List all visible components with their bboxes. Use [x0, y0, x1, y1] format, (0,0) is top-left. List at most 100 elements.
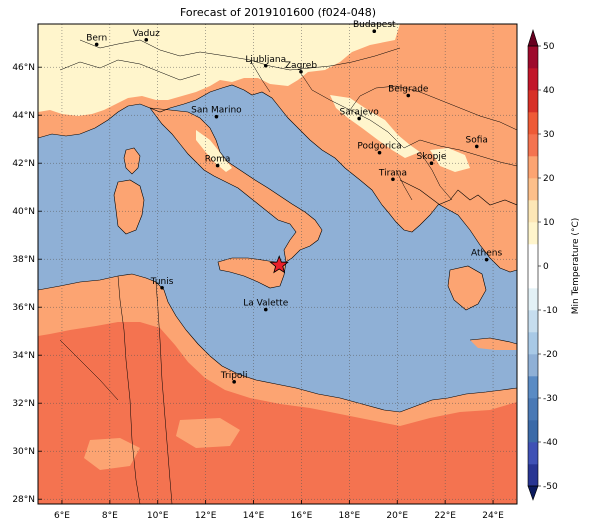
land-balkans-cool-2: [430, 148, 470, 172]
country-borders: [59, 39, 517, 504]
lat-tick-label: 46°N: [12, 63, 35, 73]
city-label: Zagreb: [285, 61, 317, 71]
colorbar-label: Min Temperature (°C): [571, 218, 581, 315]
colorbar-segment: [528, 90, 538, 113]
city-label: Athens: [471, 249, 502, 259]
city-dot: [474, 144, 479, 149]
colorbar-tick-label: 40: [543, 86, 555, 96]
colorbar-tick-label: -20: [543, 350, 558, 360]
city-label: Bern: [86, 33, 107, 43]
colorbar-segment: [528, 68, 538, 91]
lat-tick-label: 30°N: [12, 447, 35, 457]
lon-tick-label: 16°E: [291, 511, 313, 521]
city-dot: [263, 63, 268, 68]
colorbar-segment: [528, 266, 538, 289]
city-dot: [299, 69, 303, 74]
lon-tick-label: 8°E: [102, 511, 118, 521]
colorbar-segment: [528, 244, 538, 267]
city-dot: [144, 38, 149, 42]
colorbar-tick-label: 10: [543, 218, 555, 228]
city-label: San Marino: [191, 106, 242, 116]
land-sicily: [218, 258, 286, 288]
city-label: La Valette: [243, 299, 288, 309]
city-label: Skopje: [417, 152, 447, 162]
lat-tick-label: 32°N: [12, 399, 35, 409]
city-dot: [160, 285, 164, 290]
colorbar-segment: [528, 156, 538, 179]
city-dot: [357, 116, 361, 121]
lat-tick-label: 38°N: [12, 255, 35, 265]
axis-ticks: 6°E 8°E 10°E 12°E 14°E 16°E 18°E 20°E 22°E 24°E 28…: [12, 63, 504, 521]
colorbar-tick-label: 20: [543, 174, 555, 184]
land-balkans-cool: [330, 95, 420, 158]
lon-tick-label: 12°E: [195, 511, 217, 521]
colorbar-segment: [528, 288, 538, 311]
graticule: [38, 24, 517, 504]
city-dot: [429, 161, 434, 165]
land-greece: [388, 180, 517, 272]
city-dot: [372, 29, 377, 33]
city-label: Sarajevo: [340, 108, 380, 118]
lon-tick-label: 24°E: [482, 511, 504, 521]
city-label: Podgorica: [357, 142, 401, 152]
city-label: Vaduz: [133, 29, 160, 39]
lat-tick-label: 28°N: [12, 495, 35, 505]
colorbar-extend-min: [527, 485, 539, 501]
colorbar-extend-max: [527, 28, 539, 47]
land-alps-cool: [38, 24, 400, 116]
land-peloponnese: [448, 266, 486, 310]
city-dot: [94, 42, 99, 47]
land-africa-patch-1: [84, 438, 140, 470]
lon-tick-label: 6°E: [54, 511, 70, 521]
colorbar-segment: [528, 354, 538, 377]
colorbar-tick-label: 50: [543, 42, 555, 52]
land-italy-apennines: [196, 130, 232, 172]
city-label: Belgrade: [388, 85, 429, 95]
city-dot: [391, 177, 395, 182]
city-dot: [215, 163, 220, 168]
colorbar-segment: [528, 178, 538, 201]
city-dot: [484, 257, 489, 262]
colorbar-segment: [528, 112, 538, 135]
lon-tick-label: 14°E: [243, 511, 265, 521]
city-label: Sofia: [466, 135, 488, 145]
coastlines: [38, 84, 517, 413]
map-title: Forecast of 2019101600 (f024-048): [179, 6, 377, 19]
city-label: Tirana: [378, 168, 407, 178]
lon-tick-label: 10°E: [147, 511, 169, 521]
lat-tick-label: 36°N: [12, 303, 35, 313]
colorbar-segment: [528, 200, 538, 223]
land-crete: [470, 338, 517, 350]
lat-tick-label: 42°N: [12, 159, 35, 169]
colorbar-segment: [528, 464, 538, 487]
lon-tick-label: 18°E: [339, 511, 361, 521]
city-label: Budapest: [353, 20, 396, 30]
colorbar-tick-label: 30: [543, 130, 555, 140]
colorbar-segment: [528, 442, 538, 465]
colorbar-segment: [528, 310, 538, 333]
colorbar-segment: [528, 222, 538, 245]
colorbar-segment: [528, 134, 538, 157]
lat-tick-label: 44°N: [12, 111, 35, 121]
city-dot: [406, 93, 411, 98]
land-corsica: [124, 148, 140, 174]
lon-tick-label: 20°E: [386, 511, 408, 521]
star-marker-shape: [269, 255, 289, 274]
city-label: Tripoli: [220, 371, 248, 381]
city-label: Roma: [205, 155, 231, 165]
city-label: Tunis: [150, 277, 174, 287]
colorbar-segment: [528, 398, 538, 421]
land-italy: [150, 108, 322, 262]
city-dot: [214, 114, 219, 119]
land-sardinia: [114, 180, 144, 234]
city-dot: [232, 380, 236, 384]
colorbar-segment: [528, 376, 538, 399]
map-frame: [37, 23, 518, 505]
colorbar-tick-label: -40: [543, 438, 558, 448]
land-africa-patch-2: [176, 418, 240, 448]
lat-tick-label: 40°N: [12, 207, 35, 217]
lon-tick-label: 22°E: [434, 511, 456, 521]
colorbar-segment: [528, 332, 538, 355]
